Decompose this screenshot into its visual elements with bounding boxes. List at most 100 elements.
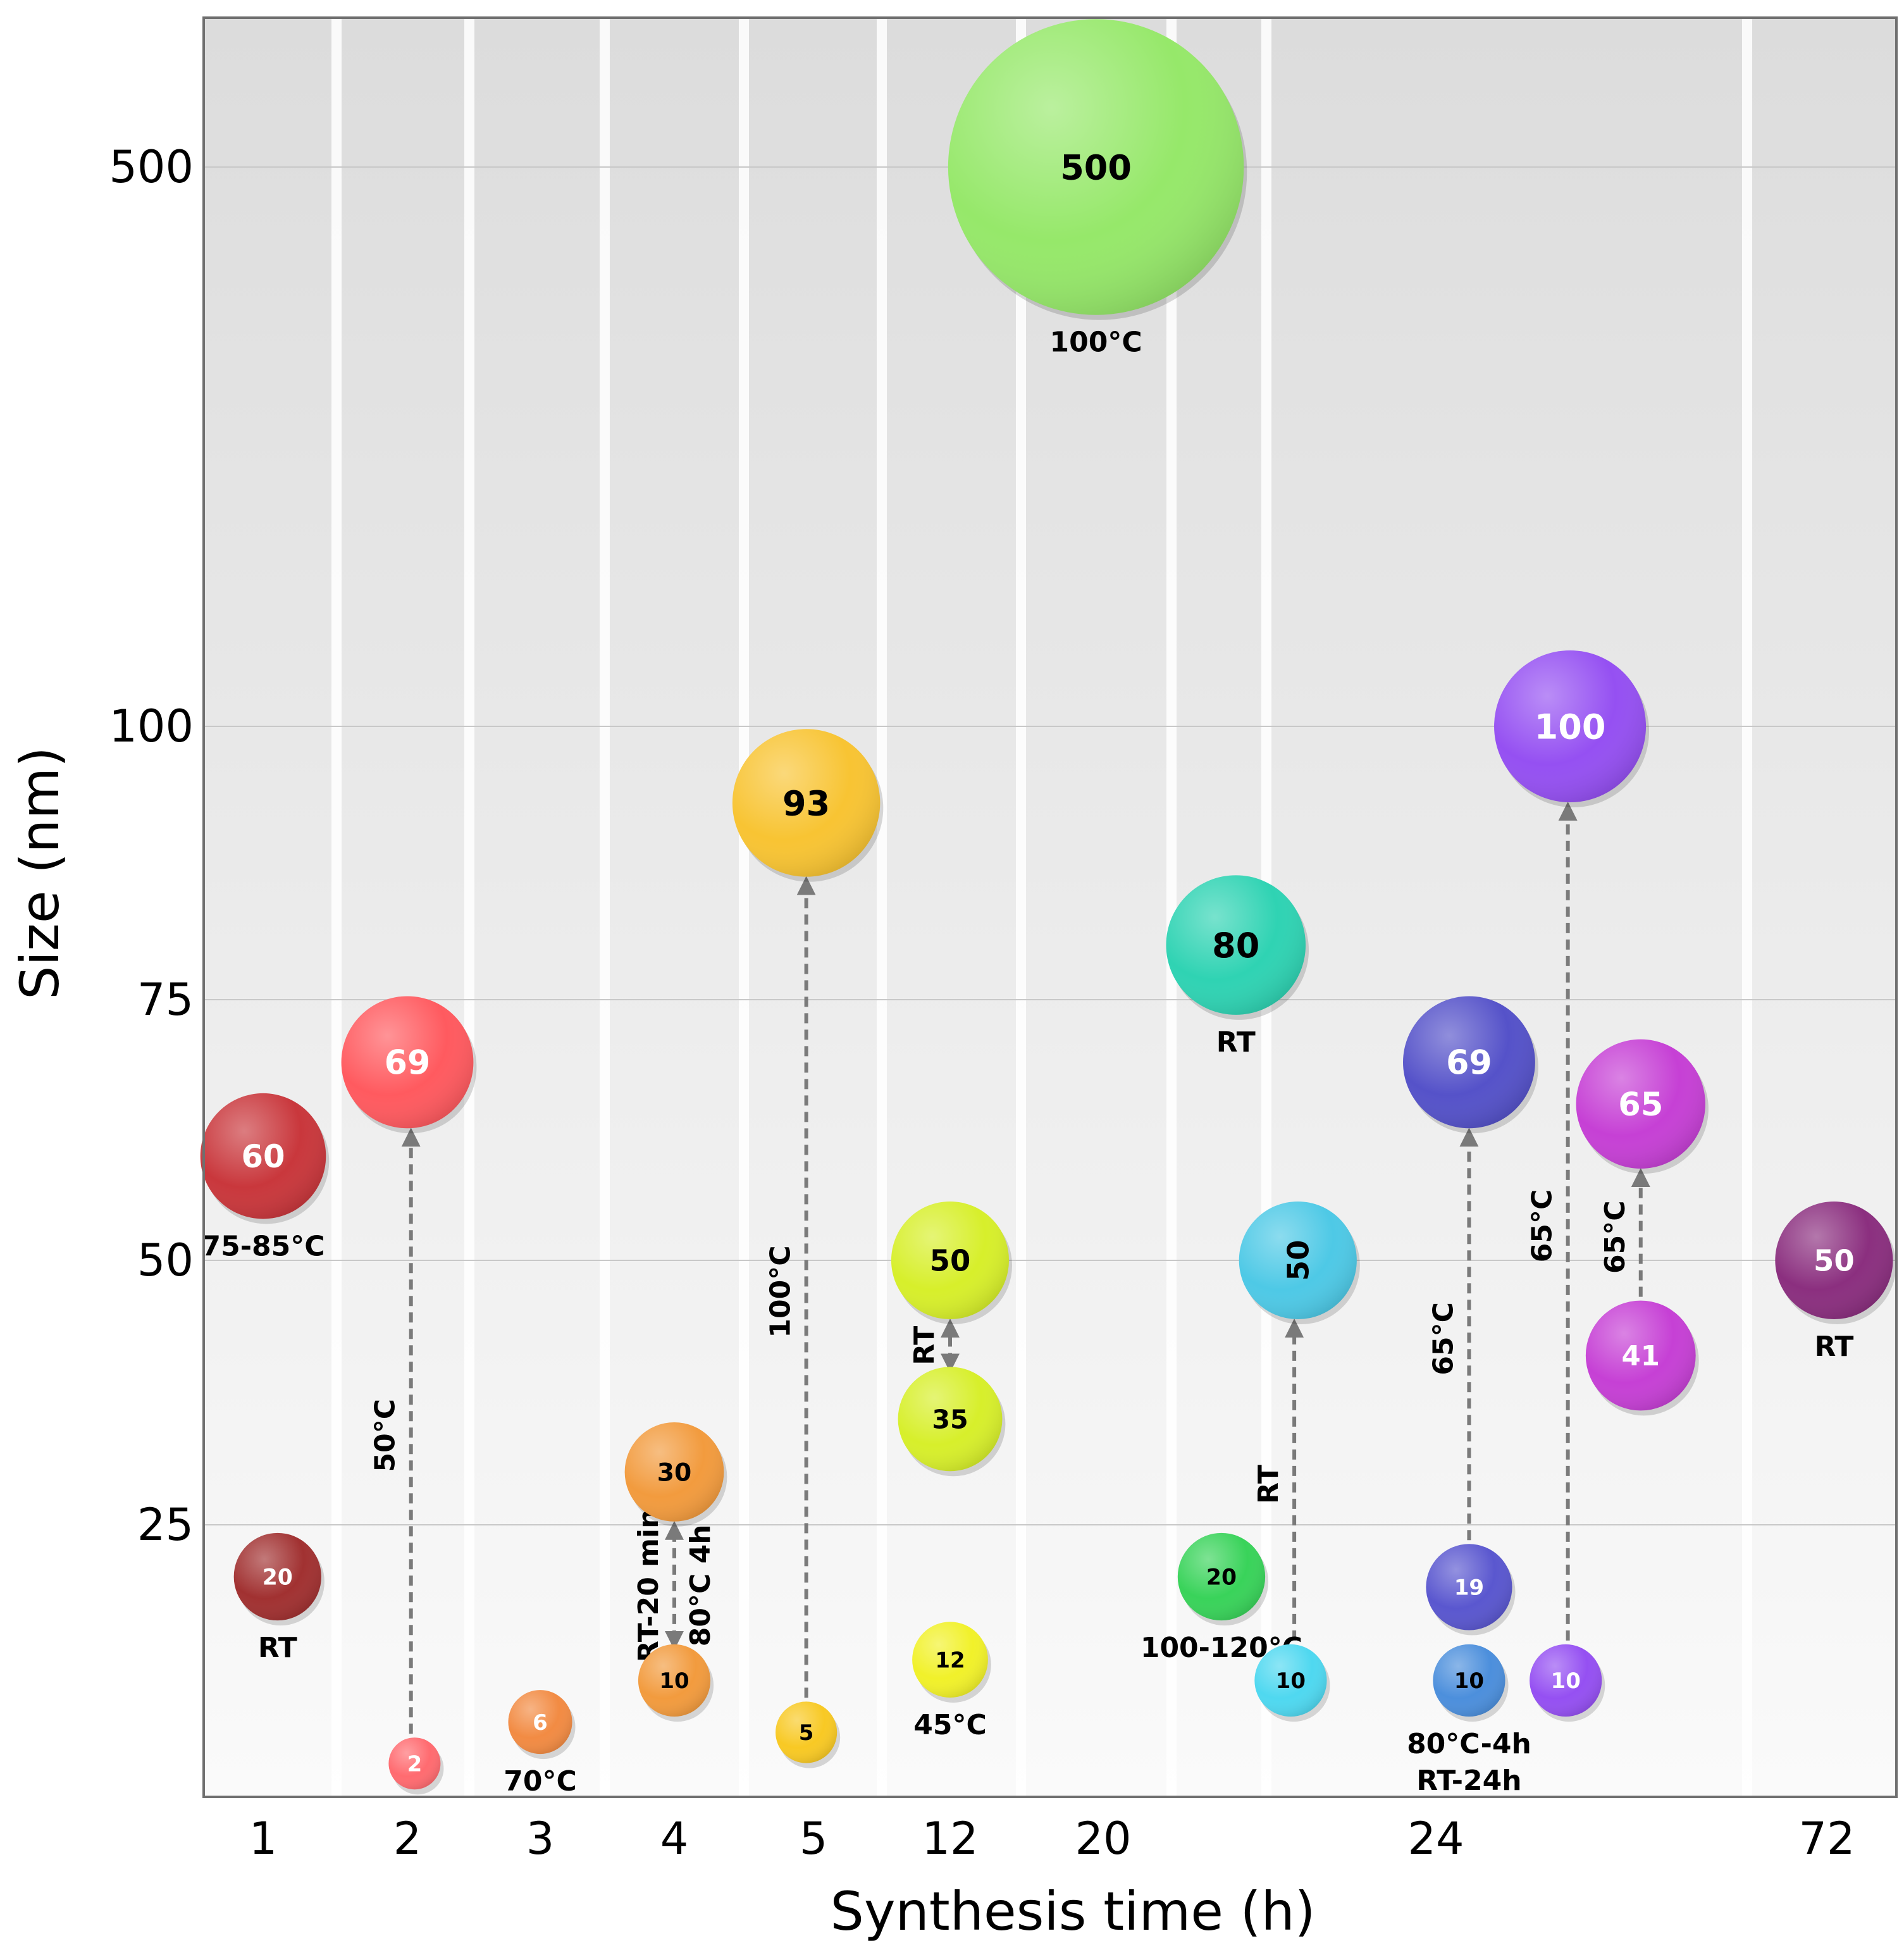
bubble-highlight — [948, 19, 1244, 315]
bubble-value-label: 5 — [799, 1720, 814, 1746]
bubble-annotation: RT — [1814, 1331, 1853, 1363]
bubble: 500 100°C — [948, 19, 1247, 359]
category-separator — [464, 18, 474, 1797]
bubble-value-label: 69 — [385, 1045, 431, 1083]
arrow-label: 65°C — [1526, 1189, 1559, 1263]
bubble-highlight — [912, 1622, 988, 1698]
x-tick-label: 4 — [660, 1813, 689, 1865]
bubble-highlight — [1775, 1201, 1893, 1320]
bubble-annotation: RT-24h — [1416, 1765, 1521, 1797]
bubble: 41 — [1585, 1300, 1699, 1416]
x-tick-label: 12 — [922, 1813, 978, 1865]
bubble-value-label: 10 — [1551, 1668, 1581, 1694]
arrow-label: 50°C — [369, 1399, 402, 1472]
bubble-value-label: 30 — [657, 1459, 692, 1487]
bubble-highlight — [776, 1701, 838, 1763]
bubble: 5 — [776, 1701, 841, 1768]
bubble-highlight — [200, 1093, 326, 1219]
bubble-highlight — [624, 1422, 724, 1522]
bubble: 50 — [891, 1201, 1013, 1325]
bubble-value-label: 20 — [263, 1565, 293, 1590]
bubble: 35 — [898, 1367, 1006, 1477]
bubble-highlight — [638, 1644, 711, 1717]
bubble-annotation: 80°C-4h — [1407, 1728, 1531, 1760]
bubble-highlight — [1433, 1644, 1505, 1717]
plot-border — [202, 16, 1898, 1798]
bubble-value-label: 50 — [1814, 1244, 1855, 1278]
bubble: 93 — [732, 729, 884, 882]
bubble-highlight — [891, 1201, 1010, 1320]
bubble-value-label: 2 — [407, 1751, 423, 1777]
bubble-value-label: 10 — [659, 1668, 689, 1694]
x-tick-label: 5 — [800, 1813, 828, 1865]
bubble: 10 — [1254, 1644, 1330, 1722]
bubble-annotation: RT — [1216, 1026, 1256, 1059]
bubble: 50 RT — [1775, 1201, 1896, 1363]
y-tick-label: 100 — [109, 700, 194, 752]
bubble: 100 — [1494, 650, 1650, 807]
bubble-value-label: 80 — [1212, 926, 1259, 966]
bubble-value-label: 6 — [533, 1710, 548, 1736]
bubble-highlight — [1530, 1644, 1602, 1717]
arrow-label: 65°C — [1599, 1201, 1631, 1274]
category-separator — [600, 18, 610, 1797]
bubble-value-label: 12 — [935, 1648, 965, 1673]
x-tick-label: 20 — [1075, 1813, 1131, 1865]
bubble: 80 RT — [1166, 875, 1309, 1059]
bubble-highlight — [898, 1367, 1003, 1472]
bubble: 65 — [1576, 1039, 1709, 1174]
y-tick-label: 500 — [109, 141, 194, 193]
arrow-label: 80°C 4h — [684, 1524, 717, 1646]
bubble-highlight — [1254, 1644, 1327, 1717]
bubble-value-label: 93 — [782, 783, 830, 823]
bubble-annotation: 45°C — [913, 1709, 987, 1741]
bubble-value-label: 100 — [1535, 707, 1606, 747]
bubble-value-label: 50 — [930, 1244, 971, 1278]
bubble-highlight — [1426, 1544, 1512, 1630]
bubble-highlight — [1177, 1532, 1266, 1621]
bubble-highlight — [1403, 996, 1535, 1129]
x-tick-label: 24 — [1407, 1813, 1464, 1865]
bubble: 12 45°C — [912, 1622, 991, 1741]
category-separator — [331, 18, 342, 1797]
bubble-value-label: 20 — [1206, 1565, 1237, 1590]
category-separator — [1016, 18, 1026, 1797]
bubble-value-label: 19 — [1454, 1575, 1484, 1601]
arrow-label: RT — [908, 1326, 941, 1365]
arrow-label: 100°C — [765, 1245, 797, 1338]
bubble: 20 RT — [233, 1532, 325, 1664]
bubble: 30 — [624, 1422, 727, 1527]
x-axis-title: Synthesis time (h) — [831, 1880, 1316, 1942]
x-tick-label: 2 — [393, 1813, 422, 1865]
bubble-value-label: 10 — [1276, 1668, 1306, 1694]
bubble-highlight — [1494, 650, 1647, 802]
bubble-highlight — [508, 1690, 572, 1754]
bubble-value-label: 50 — [1282, 1240, 1316, 1281]
bubble-highlight — [732, 729, 881, 877]
y-tick-label: 50 — [137, 1234, 194, 1286]
bubble-value-label: 65 — [1618, 1086, 1663, 1124]
bubble: 69 — [341, 996, 477, 1134]
bubble-highlight — [233, 1532, 321, 1621]
category-separator — [1742, 18, 1752, 1797]
bubble: 10 — [638, 1644, 714, 1722]
bubble-highlight — [341, 996, 474, 1129]
bubble-highlight — [1166, 875, 1306, 1015]
arrow-label: RT-20 min — [633, 1509, 665, 1663]
bubble-value-label: 69 — [1446, 1045, 1492, 1083]
bubble-value-label: 41 — [1622, 1341, 1660, 1372]
bubble: 19 — [1426, 1544, 1516, 1636]
bubble-value-label: 60 — [241, 1138, 285, 1175]
plot-area — [204, 18, 1896, 1797]
y-tick-label: 75 — [137, 974, 194, 1026]
y-tick-label: 25 — [137, 1499, 194, 1551]
bubble: 69 — [1403, 996, 1538, 1134]
category-separator — [739, 18, 749, 1797]
x-tick-label: 1 — [249, 1813, 278, 1865]
y-axis-title: Size (nm) — [9, 747, 71, 1000]
bubble: 2 — [388, 1737, 444, 1795]
bubble-annotation: 70°C — [504, 1765, 577, 1798]
